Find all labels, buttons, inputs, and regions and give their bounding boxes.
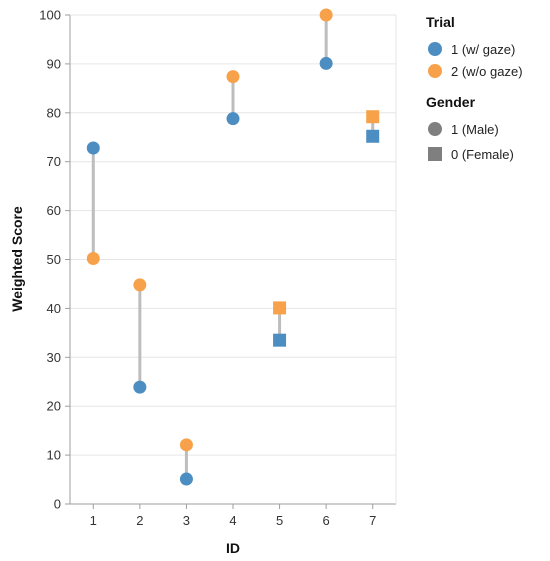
legend-symbol-trial-1 — [428, 42, 442, 56]
point-trial-1-male — [226, 112, 240, 126]
axes: 0 10 20 30 40 50 60 70 80 90 100 1 2 3 4 5 6 7 — [39, 8, 397, 528]
x-tick-label: 6 — [323, 513, 330, 528]
legend-label-gender-male: 1 (Male) — [451, 122, 499, 137]
y-tick-label: 50 — [47, 252, 61, 267]
point-trial-2-male — [179, 438, 193, 452]
x-tick-label: 1 — [90, 513, 97, 528]
point-trial-2-male — [319, 8, 333, 22]
x-tick-label: 3 — [183, 513, 190, 528]
y-axis-title: Weighted Score — [9, 206, 25, 312]
legend-label-trial-2: 2 (w/o gaze) — [451, 64, 523, 79]
x-tick-label: 7 — [369, 513, 376, 528]
legend-title-gender: Gender — [426, 94, 476, 110]
legend-title-trial: Trial — [426, 14, 455, 30]
point-trial-2-male — [226, 70, 240, 84]
y-tick-label: 40 — [47, 301, 61, 316]
legend-label-trial-1: 1 (w/ gaze) — [451, 42, 515, 57]
legend: Trial 1 (w/ gaze) 2 (w/o gaze) Gender 1 … — [426, 14, 523, 162]
point-trial-1-male — [133, 380, 147, 394]
legend-symbol-gender-male — [428, 122, 442, 136]
x-axis-title: ID — [226, 540, 240, 556]
point-trial-2-female — [366, 110, 380, 124]
y-tick-label: 70 — [47, 154, 61, 169]
marks — [86, 8, 380, 486]
y-tick-label: 30 — [47, 350, 61, 365]
legend-symbol-gender-female — [428, 147, 442, 161]
y-tick-label: 100 — [39, 8, 61, 23]
legend-symbol-trial-2 — [428, 64, 442, 78]
axis-titles: ID Weighted Score — [9, 206, 240, 556]
point-trial-1-male — [179, 472, 193, 486]
y-tick-label: 0 — [54, 497, 61, 512]
point-trial-1-male — [86, 141, 100, 155]
y-tick-label: 90 — [47, 56, 61, 71]
y-tick-label: 80 — [47, 105, 61, 120]
x-tick-label: 5 — [276, 513, 283, 528]
y-tick-label: 10 — [47, 448, 61, 463]
point-trial-2-male — [86, 252, 100, 266]
point-trial-1-female — [273, 333, 287, 347]
connectors — [91, 15, 375, 480]
point-trial-1-male — [319, 56, 333, 70]
point-trial-2-male — [133, 278, 147, 292]
point-trial-2-female — [273, 301, 287, 315]
y-tick-label: 60 — [47, 203, 61, 218]
point-trial-1-female — [366, 129, 380, 143]
x-tick-label: 4 — [229, 513, 236, 528]
y-tick-label: 20 — [47, 399, 61, 414]
legend-label-gender-female: 0 (Female) — [451, 147, 514, 162]
x-tick-label: 2 — [136, 513, 143, 528]
